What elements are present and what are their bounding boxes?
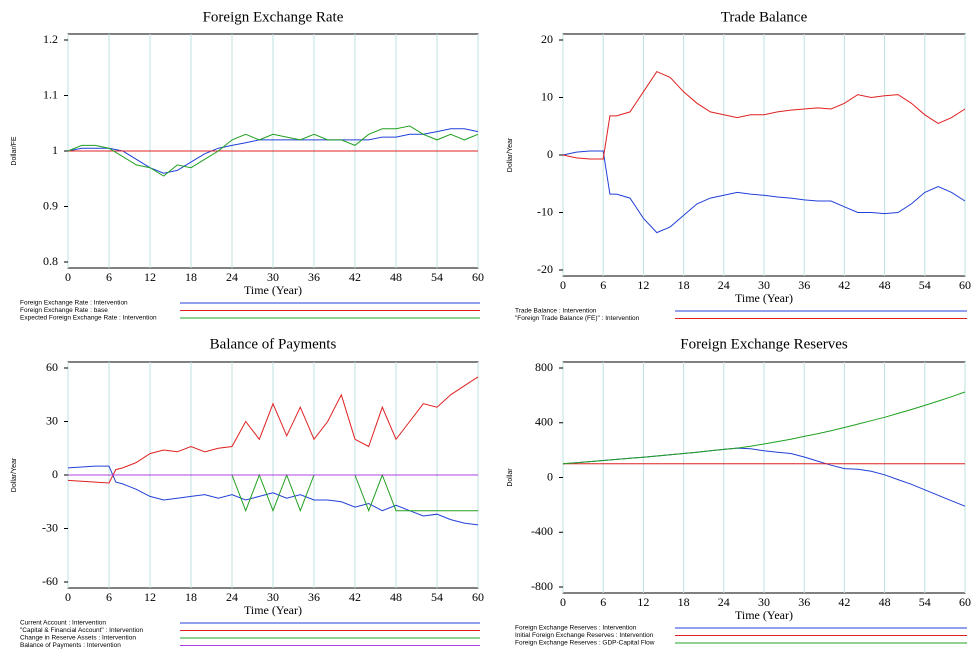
x-tick-label: 24 [226, 270, 238, 284]
y-tick-label: 0 [52, 467, 58, 481]
y-tick-label: 60 [46, 360, 58, 374]
x-tick-label: 0 [65, 270, 71, 284]
x-tick-label: 18 [185, 590, 197, 604]
legend-label: Foreign Exchange Rate : base [20, 307, 108, 314]
y-tick-label: -10 [537, 204, 553, 218]
legend-label: Foreign Exchange Rate : Intervention [20, 300, 128, 307]
x-axis-label: Time (Year) [244, 603, 302, 617]
x-tick-label: 12 [144, 590, 156, 604]
legend-label: Balance of Payments : Intervention [20, 642, 121, 649]
y-tick-label: 0 [547, 147, 553, 161]
y-tick-label: 10 [541, 89, 553, 103]
chart-title: Foreign Exchange Rate [203, 9, 344, 25]
legend-label: Foreign Exchange Reserves : GDP-Capital … [515, 640, 655, 647]
legend-label: "Foreign Trade Balance (FE)" : Intervent… [515, 315, 640, 322]
legend-label: Current Account : Intervention [20, 620, 106, 627]
y-tick-label: 0 [547, 469, 553, 483]
x-tick-label: 48 [879, 278, 891, 292]
x-tick-label: 30 [267, 270, 279, 284]
x-tick-label: 6 [106, 590, 112, 604]
x-tick-label: 60 [959, 595, 971, 609]
y-tick-label: -800 [531, 579, 553, 593]
x-tick-label: 12 [637, 278, 649, 292]
series-line [562, 150, 966, 234]
x-tick-label: 48 [390, 270, 402, 284]
y-tick-label: 20 [541, 32, 553, 46]
y-tick-label: -30 [42, 520, 58, 534]
x-tick-label: 54 [919, 595, 931, 609]
x-tick-label: 0 [65, 590, 71, 604]
y-tick-label: -20 [537, 262, 553, 276]
y-axis-label: Dollar/Year [11, 457, 18, 492]
series-line [67, 125, 479, 177]
x-axis-label: Time (Year) [735, 291, 793, 305]
x-tick-label: 18 [678, 278, 690, 292]
x-tick-label: 30 [758, 595, 770, 609]
x-tick-label: 36 [798, 278, 810, 292]
x-tick-label: 60 [472, 590, 484, 604]
x-tick-label: 6 [106, 270, 112, 284]
y-axis-label: Dollar/FE [11, 136, 18, 166]
chart-title: Foreign Exchange Reserves [680, 336, 848, 352]
x-tick-label: 42 [349, 270, 361, 284]
y-tick-label: 1 [52, 143, 58, 157]
y-axis-label: Dollar [507, 468, 514, 487]
x-tick-label: 18 [678, 595, 690, 609]
x-tick-label: 54 [431, 270, 443, 284]
y-tick-label: 800 [535, 360, 553, 374]
chart-title: Balance of Payments [210, 336, 337, 352]
x-tick-label: 24 [226, 590, 238, 604]
x-tick-label: 48 [879, 595, 891, 609]
x-tick-label: 36 [308, 270, 320, 284]
x-tick-label: 0 [560, 595, 566, 609]
x-tick-label: 48 [390, 590, 402, 604]
chart-title: Trade Balance [721, 9, 808, 25]
y-tick-label: 0.9 [43, 198, 58, 212]
series-line [562, 70, 966, 160]
series-line [67, 128, 479, 174]
x-tick-label: 30 [267, 590, 279, 604]
x-tick-label: 60 [959, 278, 971, 292]
x-tick-label: 30 [758, 278, 770, 292]
y-tick-label: 1.1 [43, 87, 58, 101]
x-axis-label: Time (Year) [735, 608, 793, 622]
x-tick-label: 0 [560, 278, 566, 292]
y-tick-label: 0.8 [43, 254, 58, 268]
x-tick-label: 60 [472, 270, 484, 284]
y-tick-label: 1.2 [43, 32, 58, 46]
y-tick-label: 30 [46, 413, 58, 427]
y-tick-label: -60 [42, 574, 58, 588]
legend-label: Foreign Exchange Reserves : Intervention [515, 625, 637, 632]
x-tick-label: 42 [349, 590, 361, 604]
x-tick-label: 12 [144, 270, 156, 284]
series-line [67, 465, 479, 526]
legend-label: Trade Balance : Intervention [515, 308, 597, 315]
x-tick-label: 18 [185, 270, 197, 284]
x-tick-label: 36 [308, 590, 320, 604]
legend-label: Initial Foreign Exchange Reserves : Inte… [515, 632, 654, 639]
y-tick-label: 400 [535, 415, 553, 429]
legend-label: "Capital & Financial Account" : Interven… [20, 627, 144, 634]
x-tick-label: 12 [637, 595, 649, 609]
x-tick-label: 36 [798, 595, 810, 609]
x-axis-label: Time (Year) [244, 283, 302, 297]
x-tick-label: 24 [718, 278, 730, 292]
series-line [67, 376, 479, 484]
x-tick-label: 54 [431, 590, 443, 604]
x-tick-label: 6 [600, 278, 606, 292]
y-axis-label: Dollar/Year [507, 137, 514, 172]
x-tick-label: 42 [838, 595, 850, 609]
x-tick-label: 42 [838, 278, 850, 292]
legend-label: Expected Foreign Exchange Rate : Interve… [20, 315, 157, 322]
x-tick-label: 24 [718, 595, 730, 609]
x-tick-label: 6 [600, 595, 606, 609]
x-tick-label: 54 [919, 278, 931, 292]
y-tick-label: -400 [531, 524, 553, 538]
legend-label: Change in Reserve Assets : Intervention [20, 635, 136, 642]
series-line [562, 391, 966, 465]
